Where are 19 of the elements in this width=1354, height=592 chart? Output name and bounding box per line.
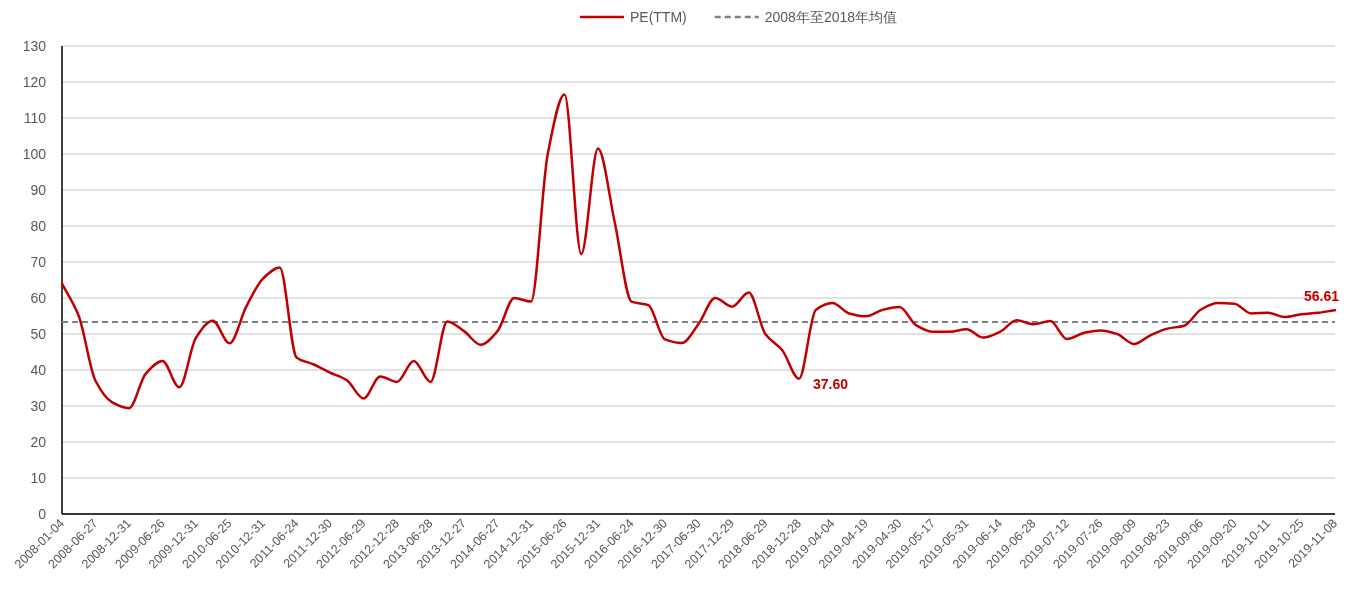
y-tick-label: 60: [30, 290, 47, 306]
y-tick-label: 120: [22, 74, 47, 90]
y-tick-label: 10: [30, 470, 47, 486]
line-series: [60, 93, 1337, 410]
y-tick-label: 30: [30, 398, 47, 414]
y-tick-label: 100: [22, 146, 47, 162]
legend-label: 2008年至2018年均值: [764, 9, 898, 25]
data-label: 56.61: [1303, 288, 1340, 305]
y-tick-label: 130: [22, 38, 47, 54]
y-tick-label: 50: [30, 326, 47, 342]
y-tick-label: 20: [30, 434, 47, 450]
legend-label: PE(TTM): [629, 9, 687, 25]
y-tick-label: 0: [38, 506, 47, 522]
y-tick-label: 110: [23, 110, 47, 126]
data-label: 37.60: [813, 375, 849, 392]
y-tick-label: 70: [30, 254, 47, 270]
y-tick-label: 80: [30, 218, 47, 234]
y-tick-label: 40: [30, 362, 47, 378]
y-tick-label: 90: [30, 182, 47, 198]
